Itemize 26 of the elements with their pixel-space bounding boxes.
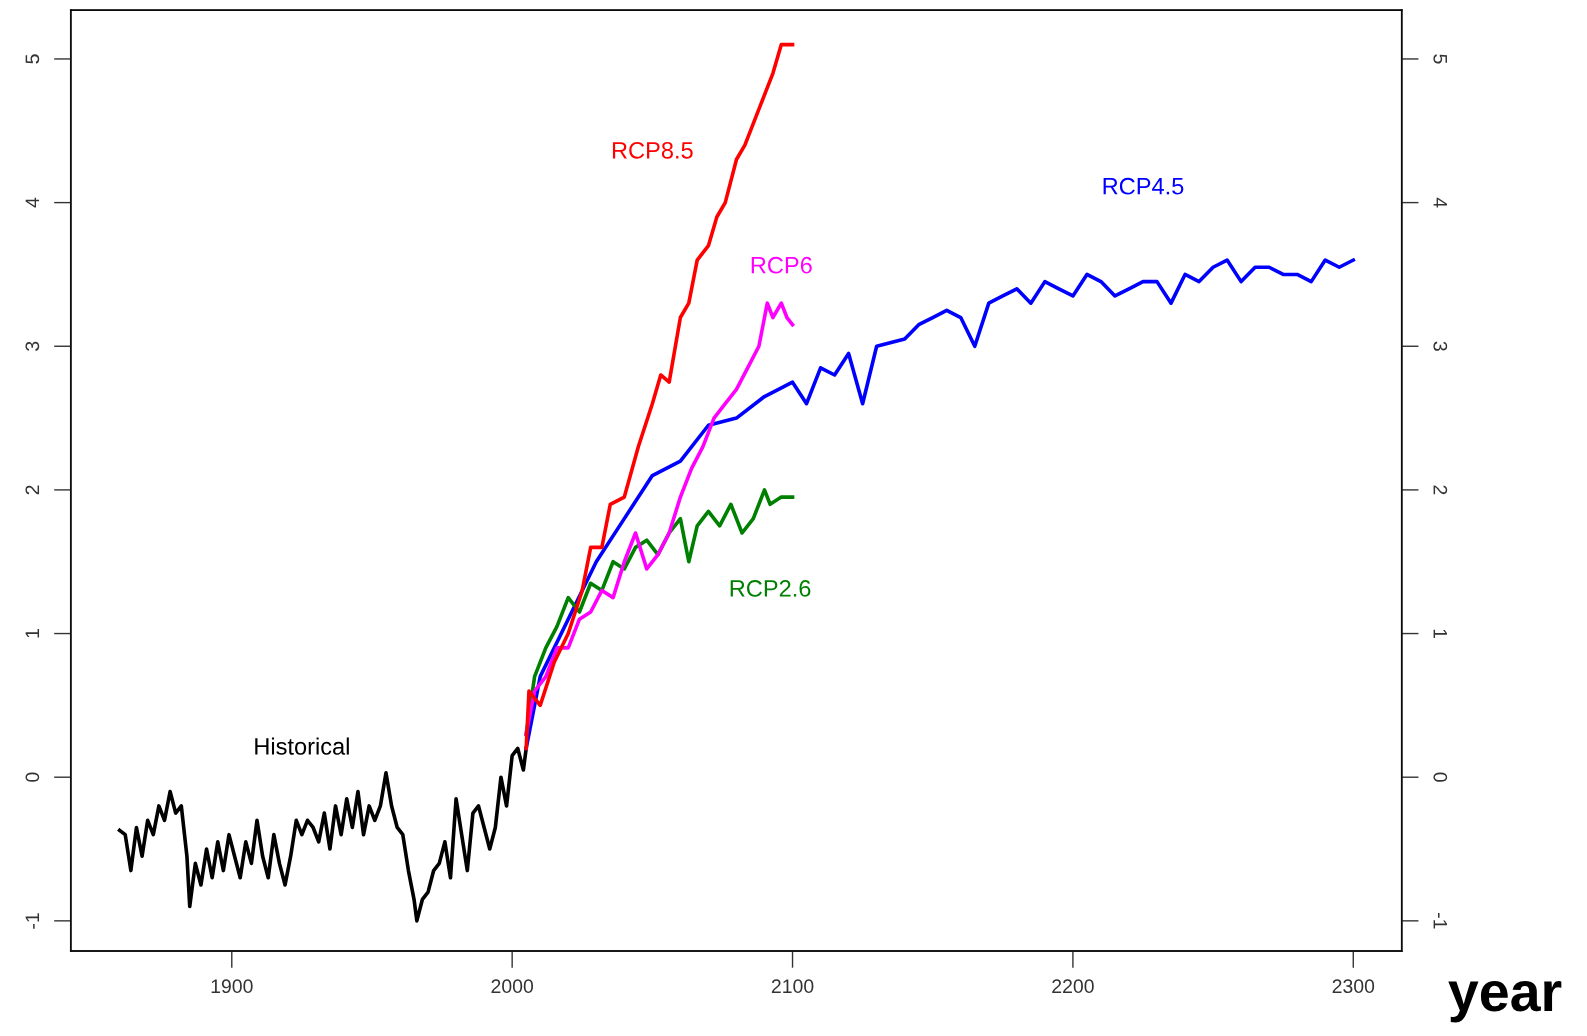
y2-tick-label: 3	[1433, 341, 1448, 351]
y-tick-label: 1	[25, 629, 40, 638]
series-label: RCP8.5	[612, 141, 693, 159]
line-series	[524, 258, 1356, 751]
y-tick-label: 2	[25, 485, 40, 495]
x-tick-label: 2200	[1052, 979, 1094, 994]
y2-tick-label: 2	[1433, 485, 1448, 495]
y-tick-label: 4	[25, 197, 40, 208]
y-tick-label: 5	[25, 54, 40, 64]
y2-tick-label: -1	[1433, 913, 1447, 929]
series-label: RCP6	[751, 256, 812, 274]
series-label: Historical	[255, 737, 349, 755]
y-tick-label: 0	[25, 772, 40, 782]
x-tick-label: 1900	[211, 979, 253, 994]
y2-tick-label: 0	[1433, 772, 1448, 782]
x-axis-title: year	[1448, 980, 1562, 1023]
y2-tick-label: 4	[1433, 197, 1447, 208]
x-tick-label: 2100	[771, 979, 814, 994]
y2-tick-label: 1	[1433, 629, 1447, 639]
series-label: RCP2.6	[730, 580, 811, 597]
x-tick-label: 2300	[1332, 979, 1375, 994]
x-tick-label: 2000	[491, 979, 534, 994]
y2-tick-label: 5	[1433, 54, 1447, 64]
y-tick-label: -1	[25, 913, 40, 929]
y-tick-label: 3	[25, 341, 40, 351]
text: RCP4.5	[1103, 177, 1184, 195]
